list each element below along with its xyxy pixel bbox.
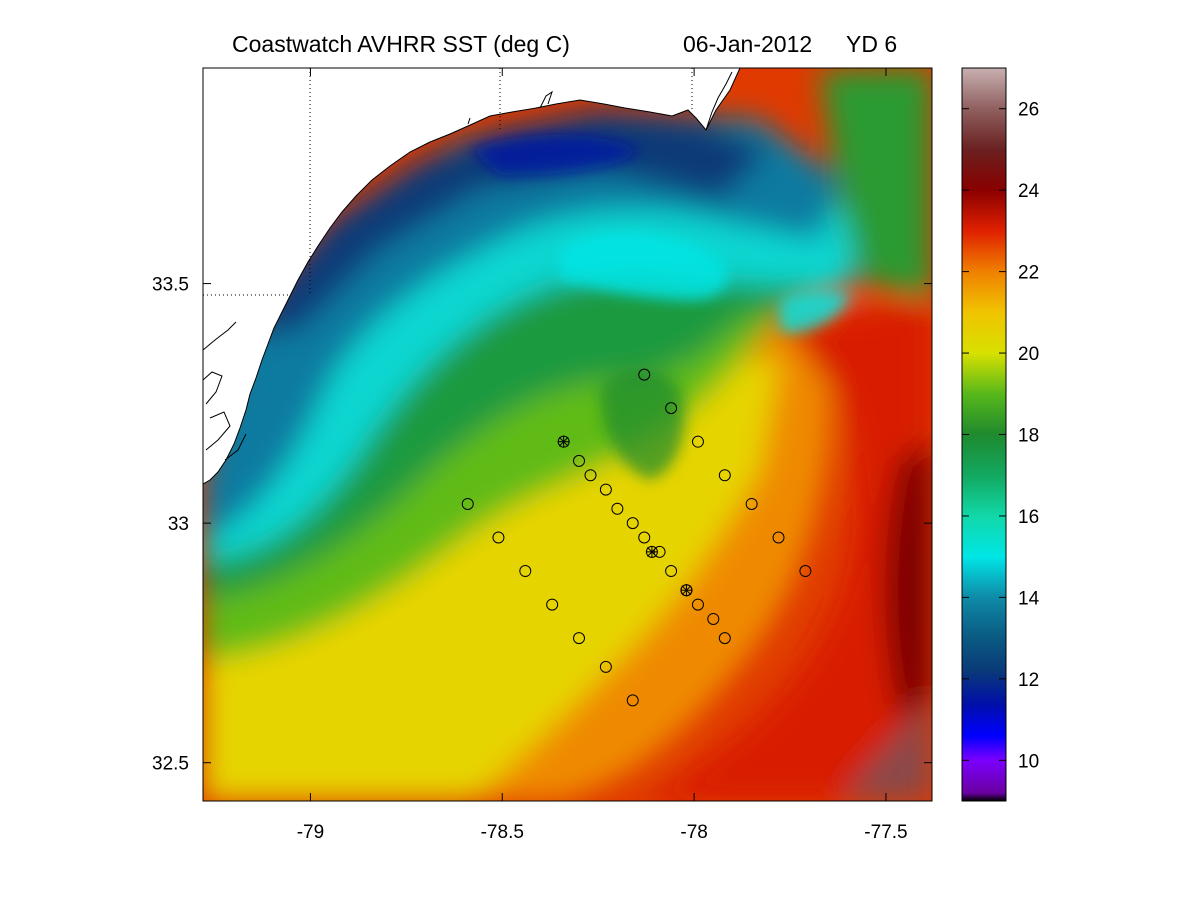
station-circle bbox=[691, 435, 704, 448]
station-star bbox=[680, 584, 693, 597]
station-circle bbox=[718, 632, 731, 645]
sst-zone-red bbox=[640, 300, 932, 801]
station-circle bbox=[461, 497, 474, 510]
sst-zone-darkgreen bbox=[203, 220, 840, 600]
station-circle bbox=[519, 565, 532, 578]
station-circle bbox=[665, 565, 678, 578]
colorbar: 10 12 14 16 18 20 22 24 26 bbox=[961, 67, 1040, 802]
station-circle bbox=[691, 598, 704, 611]
station-circle bbox=[638, 368, 651, 381]
colorbar-tick-label: 10 bbox=[1018, 751, 1039, 772]
y-tick-label: 32.5 bbox=[152, 754, 189, 775]
station-circle bbox=[573, 632, 586, 645]
station-circle bbox=[599, 483, 612, 496]
sst-zone-brown bbox=[840, 700, 932, 801]
x-tick-label: -78 bbox=[680, 822, 707, 843]
y-tick-label: 33.5 bbox=[152, 275, 189, 296]
sst-front-cyan bbox=[780, 291, 850, 333]
sst-tongue-green bbox=[600, 367, 684, 480]
colorbar-tick-label: 18 bbox=[1018, 426, 1039, 447]
colorbar-tick-label: 20 bbox=[1018, 344, 1039, 365]
barrier-island bbox=[467, 90, 553, 125]
colorbar-tick-label: 22 bbox=[1018, 263, 1039, 284]
colorbar-tick-label: 16 bbox=[1018, 507, 1039, 528]
title-product: Coastwatch AVHRR SST (deg C) bbox=[232, 31, 570, 57]
station-circle bbox=[573, 454, 586, 467]
map-grid bbox=[203, 68, 693, 296]
station-circle bbox=[638, 531, 651, 544]
map-tick-labels: -79 -78.5 -78 -77.5 33.5 33 32.5 bbox=[152, 275, 908, 843]
sst-map: -79 -78.5 -78 -77.5 33.5 33 32.5 bbox=[152, 67, 933, 843]
station-star bbox=[645, 545, 658, 558]
colorbar-tick-label: 26 bbox=[1018, 100, 1039, 121]
station-circle bbox=[745, 497, 758, 510]
map-ticks bbox=[203, 68, 932, 801]
station-circle bbox=[546, 598, 559, 611]
sst-zone-navy bbox=[240, 110, 770, 340]
station-circle bbox=[611, 502, 624, 515]
station-circle bbox=[599, 660, 612, 673]
station-circle bbox=[584, 469, 597, 482]
title-date: 06-Jan-2012 bbox=[683, 31, 812, 57]
station-circle bbox=[799, 565, 812, 578]
sst-field bbox=[203, 68, 932, 801]
map-frame bbox=[202, 67, 933, 802]
station-circle bbox=[772, 531, 785, 544]
station-circle bbox=[492, 531, 505, 544]
station-circle bbox=[707, 612, 720, 625]
station-circle bbox=[718, 469, 731, 482]
colorbar-ticks: 10 12 14 16 18 20 22 24 26 bbox=[962, 100, 1040, 772]
station-circle bbox=[626, 517, 639, 530]
station-circle bbox=[665, 402, 678, 415]
land-mass bbox=[202, 67, 741, 485]
sst-zone-ne-green bbox=[820, 68, 932, 300]
x-tick-label: -78.5 bbox=[481, 822, 524, 843]
x-tick-label: -77.5 bbox=[864, 822, 907, 843]
colorbar-tick-label: 12 bbox=[1018, 670, 1039, 691]
sst-zone-darkred bbox=[885, 440, 932, 720]
colorbar-tick-label: 24 bbox=[1018, 181, 1040, 202]
station-markers bbox=[461, 368, 812, 707]
x-tick-label: -79 bbox=[297, 822, 324, 843]
coastal-inlet bbox=[202, 321, 247, 461]
sst-tongue-blue bbox=[470, 135, 640, 175]
cape-fear-spit bbox=[705, 71, 733, 131]
station-circle bbox=[626, 694, 639, 707]
station-star bbox=[557, 435, 570, 448]
sst-tongue-cyan bbox=[560, 231, 729, 300]
colorbar-tick-label: 14 bbox=[1018, 588, 1040, 609]
title-yearday: YD 6 bbox=[846, 31, 897, 57]
y-tick-label: 33 bbox=[168, 514, 189, 535]
